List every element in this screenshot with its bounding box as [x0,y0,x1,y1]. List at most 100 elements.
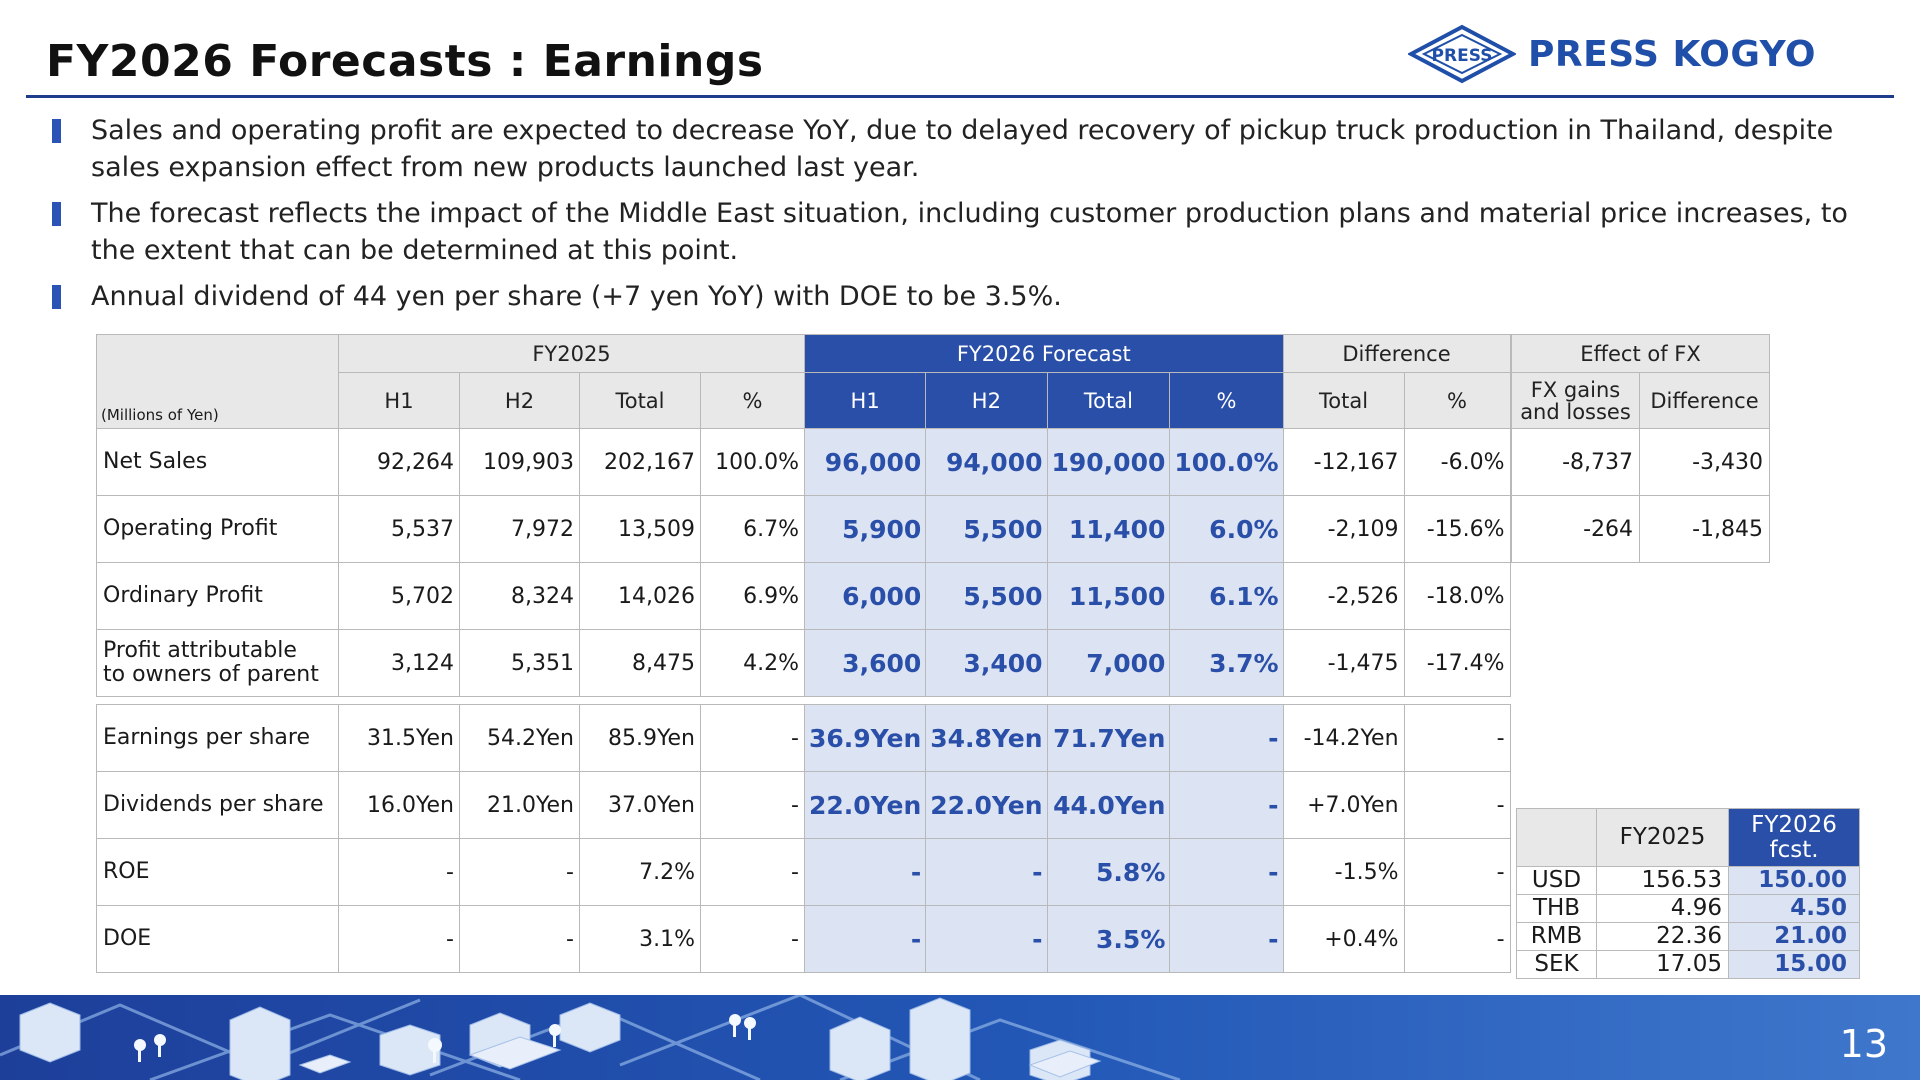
cell: 37.0Yen [579,771,701,839]
forecast-cell: 11,400 [1046,495,1171,563]
col-header-pct: % [700,372,805,429]
table-row: Operating Profit 5,537 7,972 13,509 6.7%… [96,495,1511,563]
group-header-fy2025: FY2025 [338,334,805,373]
page-number: 13 [1839,1022,1888,1066]
cell: 6.9% [700,562,805,630]
table-row: Earnings per share 31.5Yen 54.2Yen 85.9Y… [96,704,1511,772]
cell: 54.2Yen [459,704,580,772]
col-header-line: FY2026 [1751,811,1837,838]
cell: 3.1% [579,905,701,973]
col-header-total: Total [579,372,701,429]
title-divider [26,95,1894,98]
summary-bullets: Sales and operating profit are expected … [52,112,1872,324]
col-header-h1: H1 [803,372,927,429]
cell: -15.6% [1403,495,1511,563]
bullet-marker [52,285,61,309]
forecast-cell: 190,000 [1046,428,1171,496]
cell: 100.0% [700,428,805,496]
cell: - [700,905,805,973]
cell: 22.36 [1596,922,1729,951]
forecast-cell: - [1169,771,1284,839]
forecast-cell: 94,000 [925,428,1048,496]
cell: +7.0Yen [1282,771,1405,839]
forecast-cell: - [803,905,927,973]
col-header-fy2026-fcst: FY2026 fcst. [1728,808,1860,867]
group-header-fy2026: FY2026 Forecast [804,334,1284,373]
forecast-cell: - [1169,905,1284,973]
table-row: -264 -1,845 [1511,495,1770,563]
forecast-cell: 36.9Yen [803,704,927,772]
col-header-fy2025: FY2025 [1596,808,1729,867]
col-header-difference: Difference [1639,372,1770,429]
rate-header-blank [1516,808,1597,867]
forecast-cell: 6.1% [1169,562,1284,630]
col-header-h1: H1 [338,372,460,429]
forecast-cell: 5,500 [925,562,1048,630]
table-gap [97,697,1511,705]
forecast-cell: 3.5% [1046,905,1171,973]
table-row: USD 156.53 150.00 [1516,866,1860,895]
forecast-cell: 3.7% [1169,629,1284,697]
forecast-cell: - [1169,704,1284,772]
forecast-cell: 5.8% [1046,838,1171,906]
cell: - [338,905,460,973]
forecast-cell: - [803,838,927,906]
cell: 92,264 [338,428,460,496]
table-row: -8,737 -3,430 [1511,428,1770,496]
cell: 202,167 [579,428,701,496]
col-header-fx-gains: FX gains and losses [1511,372,1640,429]
bullet-item: Sales and operating profit are expected … [52,112,1872,186]
cell: - [700,704,805,772]
cell: - [1403,838,1511,906]
row-label: DOE [96,905,339,973]
cell: -6.0% [1403,428,1511,496]
cell: - [338,838,460,906]
bullet-marker [52,202,61,226]
col-header-pct: % [1403,372,1511,429]
table-row: DOE - - 3.1% - - - 3.5% - +0.4% - [96,905,1511,973]
cell: -1.5% [1282,838,1405,906]
table-row: Net Sales 92,264 109,903 202,167 100.0% … [96,428,1511,496]
cell: 5,537 [338,495,460,563]
cell: - [700,838,805,906]
forecast-cell: 22.0Yen [925,771,1048,839]
cell: 6.7% [700,495,805,563]
bullet-item: The forecast reflects the impact of the … [52,195,1872,269]
forecast-cell: 6.0% [1169,495,1284,563]
cell: -3,430 [1639,428,1770,496]
cell: -8,737 [1511,428,1640,496]
cell: -2,526 [1282,562,1405,630]
forecast-cell: 71.7Yen [1046,704,1171,772]
row-label: Ordinary Profit [96,562,339,630]
fx-effect-title: Effect of FX [1511,334,1770,373]
row-label: Profit attributable to owners of parent [96,629,339,697]
col-header-h2: H2 [459,372,580,429]
row-label: Dividends per share [96,771,339,839]
cell: - [700,771,805,839]
forecast-cell: 3,400 [925,629,1048,697]
col-header-total: Total [1046,372,1171,429]
cell: 31.5Yen [338,704,460,772]
press-diamond-logo-icon: PRESS [1408,24,1516,84]
cell: -18.0% [1403,562,1511,630]
company-logo: PRESS PRESS KOGYO [1408,24,1816,84]
cell: -14.2Yen [1282,704,1405,772]
forecast-cell: 22.0Yen [803,771,927,839]
row-label-line: to owners of parent [103,662,319,687]
group-header-difference: Difference [1282,334,1511,373]
table-row: ROE - - 7.2% - - - 5.8% - -1.5% - [96,838,1511,906]
forecast-cell: 96,000 [803,428,927,496]
table-row: Ordinary Profit 5,702 8,324 14,026 6.9% … [96,562,1511,630]
logo-mark-text: PRESS [1432,46,1493,66]
forecast-cell: - [925,838,1048,906]
cell: 13,509 [579,495,701,563]
forecast-cell: 21.00 [1728,922,1860,951]
col-header-pct: % [1169,372,1284,429]
currency-code: SEK [1516,950,1597,979]
table-row: THB 4.96 4.50 [1516,894,1860,923]
forecast-cell: 5,500 [925,495,1048,563]
table-row: Dividends per share 16.0Yen 21.0Yen 37.0… [96,771,1511,839]
row-label: Operating Profit [96,495,339,563]
cell: 8,324 [459,562,580,630]
cell: 16.0Yen [338,771,460,839]
